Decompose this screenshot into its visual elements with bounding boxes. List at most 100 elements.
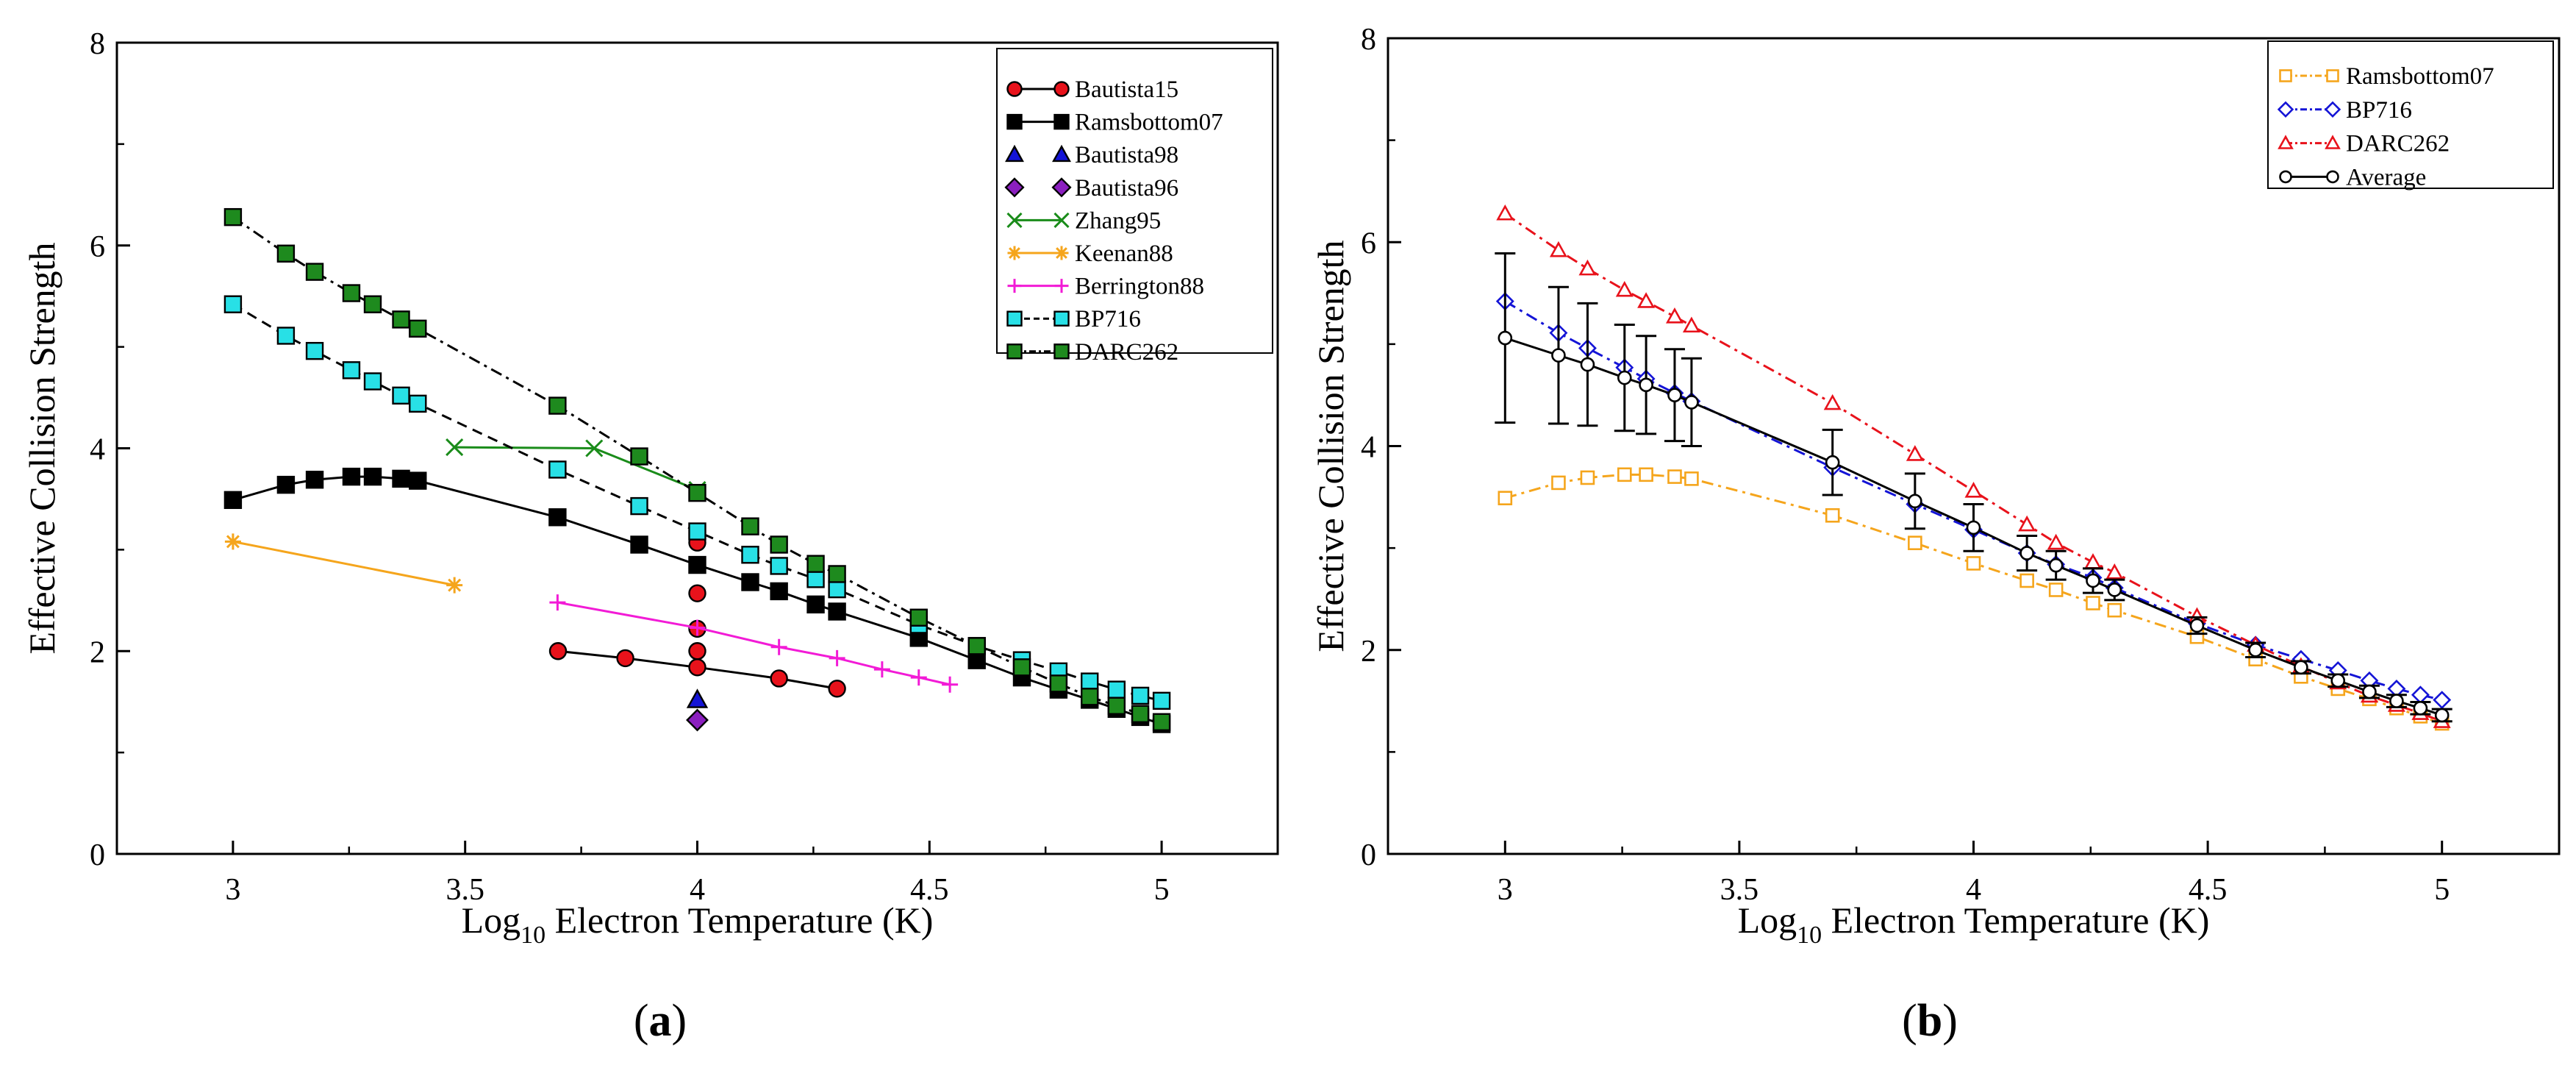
- data-point: [741, 517, 759, 535]
- legend-marker: [1006, 212, 1023, 228]
- data-point: [686, 708, 709, 732]
- data-point: [2086, 596, 2100, 610]
- series-bautista15: [548, 533, 846, 698]
- y-axis-label: Effective Collision Strength: [1310, 240, 1351, 652]
- data-point: [1617, 370, 1632, 385]
- legend-entry-keenan88: Keenan88: [1007, 241, 1173, 267]
- data-point: [1667, 469, 1682, 484]
- x-tick-label: 4.5: [2189, 873, 2228, 907]
- data-point: [1908, 535, 1922, 550]
- x-tick-label: 4: [690, 873, 705, 907]
- legend-marker: [1053, 310, 1070, 327]
- data-point: [2413, 700, 2428, 716]
- panel-label: (b): [1902, 996, 1958, 1046]
- data-point: [305, 263, 324, 281]
- legend-entry-bp716: BP716: [1006, 306, 1141, 332]
- data-point: [1665, 307, 1684, 324]
- panel-label-letter: b: [1917, 996, 1942, 1046]
- data-point: [1498, 491, 1513, 505]
- data-point: [2107, 583, 2122, 597]
- data-point: [1667, 388, 1682, 402]
- data-point: [548, 642, 568, 660]
- panel-label: (a): [634, 996, 687, 1046]
- data-point: [223, 207, 243, 227]
- data-point: [1966, 556, 1981, 571]
- legend-entry-ramsbottom07: Ramsbottom07: [1006, 110, 1223, 136]
- data-point: [2248, 642, 2263, 658]
- data-point: [2018, 515, 2036, 532]
- series-line: [1504, 300, 2443, 702]
- data-point: [1908, 494, 1922, 509]
- data-point: [1578, 259, 1597, 276]
- series-line: [1504, 337, 2443, 716]
- series-darc262: [1496, 204, 2451, 728]
- legend-entry-ramsbottom07: Ramsbottom07: [2279, 63, 2494, 90]
- data-point: [1825, 455, 1840, 470]
- data-point: [1639, 377, 1653, 393]
- x-tick-label: 3: [1498, 873, 1513, 907]
- legend-entry-average: Average: [2279, 164, 2426, 190]
- legend-label: Zhang95: [1075, 207, 1161, 234]
- data-point: [2389, 694, 2404, 708]
- legend-entry-bp716: BP716: [2277, 97, 2412, 124]
- data-point: [446, 438, 464, 457]
- legend-marker: [2324, 101, 2341, 118]
- data-point: [342, 284, 361, 302]
- x-axis-label-subscript: 10: [1797, 922, 1822, 949]
- series-bautista98: [686, 688, 709, 708]
- y-tick-label: 8: [90, 27, 105, 61]
- legend-entry-bautista98: Bautista98: [1005, 142, 1178, 168]
- legend-marker: [1005, 144, 1024, 163]
- legend-marker: [1004, 177, 1025, 198]
- panel-label-open: (: [634, 996, 649, 1046]
- data-point: [363, 295, 382, 313]
- data-point: [548, 396, 567, 415]
- legend-marker: [2279, 170, 2292, 184]
- chart-panel-b: 3 3.5 4 4.5 5 0 2 4 6 8 Log10 Electron Temperature…: [1310, 23, 2561, 1046]
- series-line: [232, 475, 1162, 725]
- data-point: [2019, 573, 2034, 588]
- legend-marker: [2279, 69, 2292, 82]
- x-tick-label: 3.5: [446, 873, 484, 907]
- y-axis: 0 2 4 6 8: [1361, 23, 1401, 872]
- x-tick-label: 5: [2434, 873, 2450, 907]
- series-darc262: [223, 207, 1171, 731]
- data-point: [967, 637, 986, 655]
- x-axis: 3 3.5 4 4.5 5: [1387, 841, 2561, 907]
- y-tick-label: 4: [90, 433, 105, 467]
- data-point: [1049, 674, 1068, 693]
- legend-label: BP716: [1075, 306, 1141, 332]
- x-axis-label-prefix: Log: [1738, 900, 1797, 941]
- y-tick-label: 2: [1361, 635, 1376, 669]
- y-axis: 0 2 4 6 8: [90, 27, 130, 872]
- data-point: [2105, 563, 2124, 580]
- data-point: [1966, 520, 1981, 535]
- legend-marker: [1007, 279, 1022, 293]
- data-point: [1637, 292, 1656, 308]
- data-point: [689, 619, 706, 636]
- data-point: [409, 319, 427, 338]
- data-point: [1682, 316, 1700, 333]
- data-point: [688, 658, 706, 677]
- legend-marker: [1053, 113, 1070, 130]
- data-point: [1580, 357, 1595, 372]
- legend-label: Keenan88: [1075, 241, 1173, 267]
- data-point: [741, 573, 759, 591]
- data-point: [1012, 658, 1031, 677]
- legend-entry-bautista15: Bautista15: [1006, 76, 1178, 103]
- y-tick-label: 4: [1361, 431, 1376, 465]
- legend-label: DARC262: [1075, 339, 1178, 366]
- x-tick-label: 3: [225, 873, 240, 907]
- data-point: [276, 244, 296, 263]
- data-point: [688, 483, 706, 502]
- data-point: [942, 676, 959, 693]
- data-point: [2433, 691, 2452, 710]
- data-point: [1906, 445, 1924, 461]
- legend: Bautista15 Ramsbottom07 Bautista98 Bautista…: [996, 48, 1273, 366]
- legend-entry-zhang95: Zhang95: [1006, 207, 1161, 234]
- data-point: [363, 467, 382, 486]
- data-point: [224, 533, 241, 550]
- data-point: [616, 649, 634, 668]
- data-point: [829, 649, 845, 666]
- data-point: [276, 327, 296, 345]
